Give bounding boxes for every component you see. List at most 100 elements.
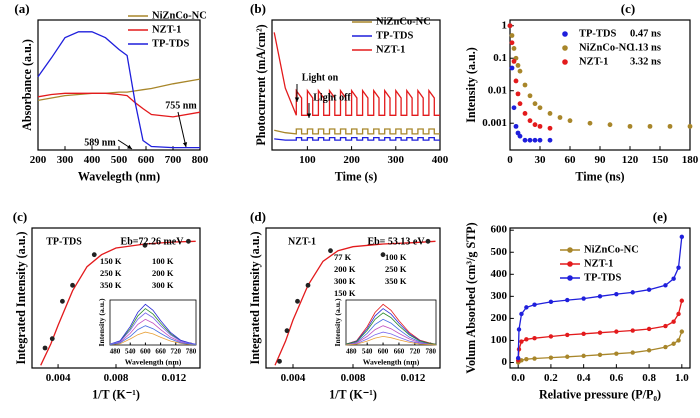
panel-label: (c) [621, 1, 635, 16]
data-point [532, 122, 538, 128]
series-line [517, 300, 683, 361]
data-point [679, 234, 685, 240]
data-point [627, 123, 633, 129]
data-point [425, 238, 431, 244]
data-point [519, 358, 524, 363]
data-point [676, 265, 681, 270]
series-line [109, 303, 197, 345]
data-point [548, 334, 554, 339]
data-point [537, 137, 543, 143]
inset-legend-label: 200 K [152, 268, 174, 278]
x-tick-label: 720 [410, 347, 421, 355]
data-point [509, 33, 515, 38]
data-point [517, 68, 523, 74]
x-tick-label: 0.2 [544, 372, 558, 384]
data-point [527, 93, 533, 99]
inset-legend-label: 150 K [334, 288, 356, 298]
legend-marker [562, 59, 568, 65]
annotation: Eb= 53.13 eV [367, 236, 425, 247]
x-axis-label: 1/T (K⁻¹) [329, 387, 377, 401]
data-point [519, 311, 524, 317]
x-tick-label: 0.008 [341, 372, 366, 384]
data-point [548, 355, 554, 360]
x-tick-label: 300 [57, 154, 74, 166]
y-tick-label: 400 [491, 268, 508, 280]
x-tick-label: 0 [507, 154, 513, 166]
data-point [328, 248, 333, 254]
data-point [679, 329, 685, 334]
data-point [676, 311, 681, 317]
series-line [37, 92, 201, 118]
annotation: Light off [313, 92, 351, 103]
arrow [177, 111, 187, 148]
series-line [109, 325, 197, 345]
data-point [581, 296, 586, 301]
y-tick-label: 0.001 [482, 117, 507, 129]
arrow-head [306, 113, 312, 118]
x-tick-label: 0.004 [281, 372, 306, 384]
inset-legend-label: 350 K [100, 280, 122, 290]
data-point [522, 111, 528, 116]
legend-label: TP-TDS [152, 38, 190, 49]
legend-label: NZT-1 [584, 258, 613, 269]
y-tick-label: 500 [491, 246, 508, 258]
data-point [567, 118, 573, 124]
data-point [305, 282, 311, 288]
x-tick-label: 660 [155, 347, 166, 355]
series-line [517, 236, 683, 359]
data-point [547, 137, 553, 143]
data-point [513, 78, 519, 84]
y-tick-label: 600 [491, 224, 508, 236]
legend-marker [562, 31, 568, 37]
data-point [517, 133, 523, 139]
annotation: TP-TDS [46, 236, 82, 247]
data-point [532, 101, 538, 107]
x-tick-label: 400 [432, 154, 449, 166]
data-point [581, 353, 586, 359]
y-axis-label: Absorbance (a.u.) [20, 39, 34, 131]
data-point [532, 356, 537, 361]
series-line [345, 335, 437, 346]
y-tick-label: 0.1 [493, 52, 507, 64]
data-point [511, 58, 517, 64]
data-point [186, 238, 191, 244]
data-point [614, 351, 619, 356]
data-point [597, 352, 603, 357]
x-axis-label: Time (s) [335, 169, 377, 183]
y-axis-label: Integrated Intensity (a.u.) [14, 231, 28, 364]
x-tick-label: 30 [535, 154, 547, 166]
data-point [671, 319, 676, 324]
data-point [524, 356, 529, 362]
annotation: NZT-1 [288, 236, 316, 247]
x-tick-label: 0.008 [104, 372, 129, 384]
data-point [614, 329, 619, 334]
legend-label: NiZnCo-NC [579, 42, 634, 53]
y-axis-label: Photocurrent (mA/cm²) [254, 24, 268, 145]
data-point [522, 82, 528, 88]
data-point [630, 290, 635, 295]
legend-marker [567, 261, 573, 267]
data-point [509, 65, 515, 71]
x-tick-label: 500 [111, 154, 128, 166]
data-point [511, 46, 517, 51]
inset-legend-label: 250 K [100, 268, 122, 278]
data-point [70, 282, 75, 288]
series-line [517, 331, 683, 363]
data-point [532, 302, 537, 307]
x-tick-label: 1.0 [675, 372, 689, 384]
data-point [614, 291, 619, 297]
x-tick-label: 800 [192, 154, 209, 166]
inset-legend-label: 300 K [334, 276, 356, 286]
y-tick-label: 1 [502, 19, 508, 31]
y-tick-label: 0.01 [488, 84, 507, 96]
inset-legend-label: 150 K [100, 256, 122, 266]
series-line [274, 128, 440, 135]
data-point [597, 294, 603, 299]
data-point [687, 123, 693, 129]
annotation: Eb=72.26 meV [121, 236, 185, 247]
data-point [667, 123, 673, 129]
legend-label: NiZnCo-NC [584, 244, 639, 255]
data-point [581, 331, 586, 337]
x-tick-label: 200 [343, 154, 360, 166]
legend-label: NZT-1 [376, 44, 405, 55]
